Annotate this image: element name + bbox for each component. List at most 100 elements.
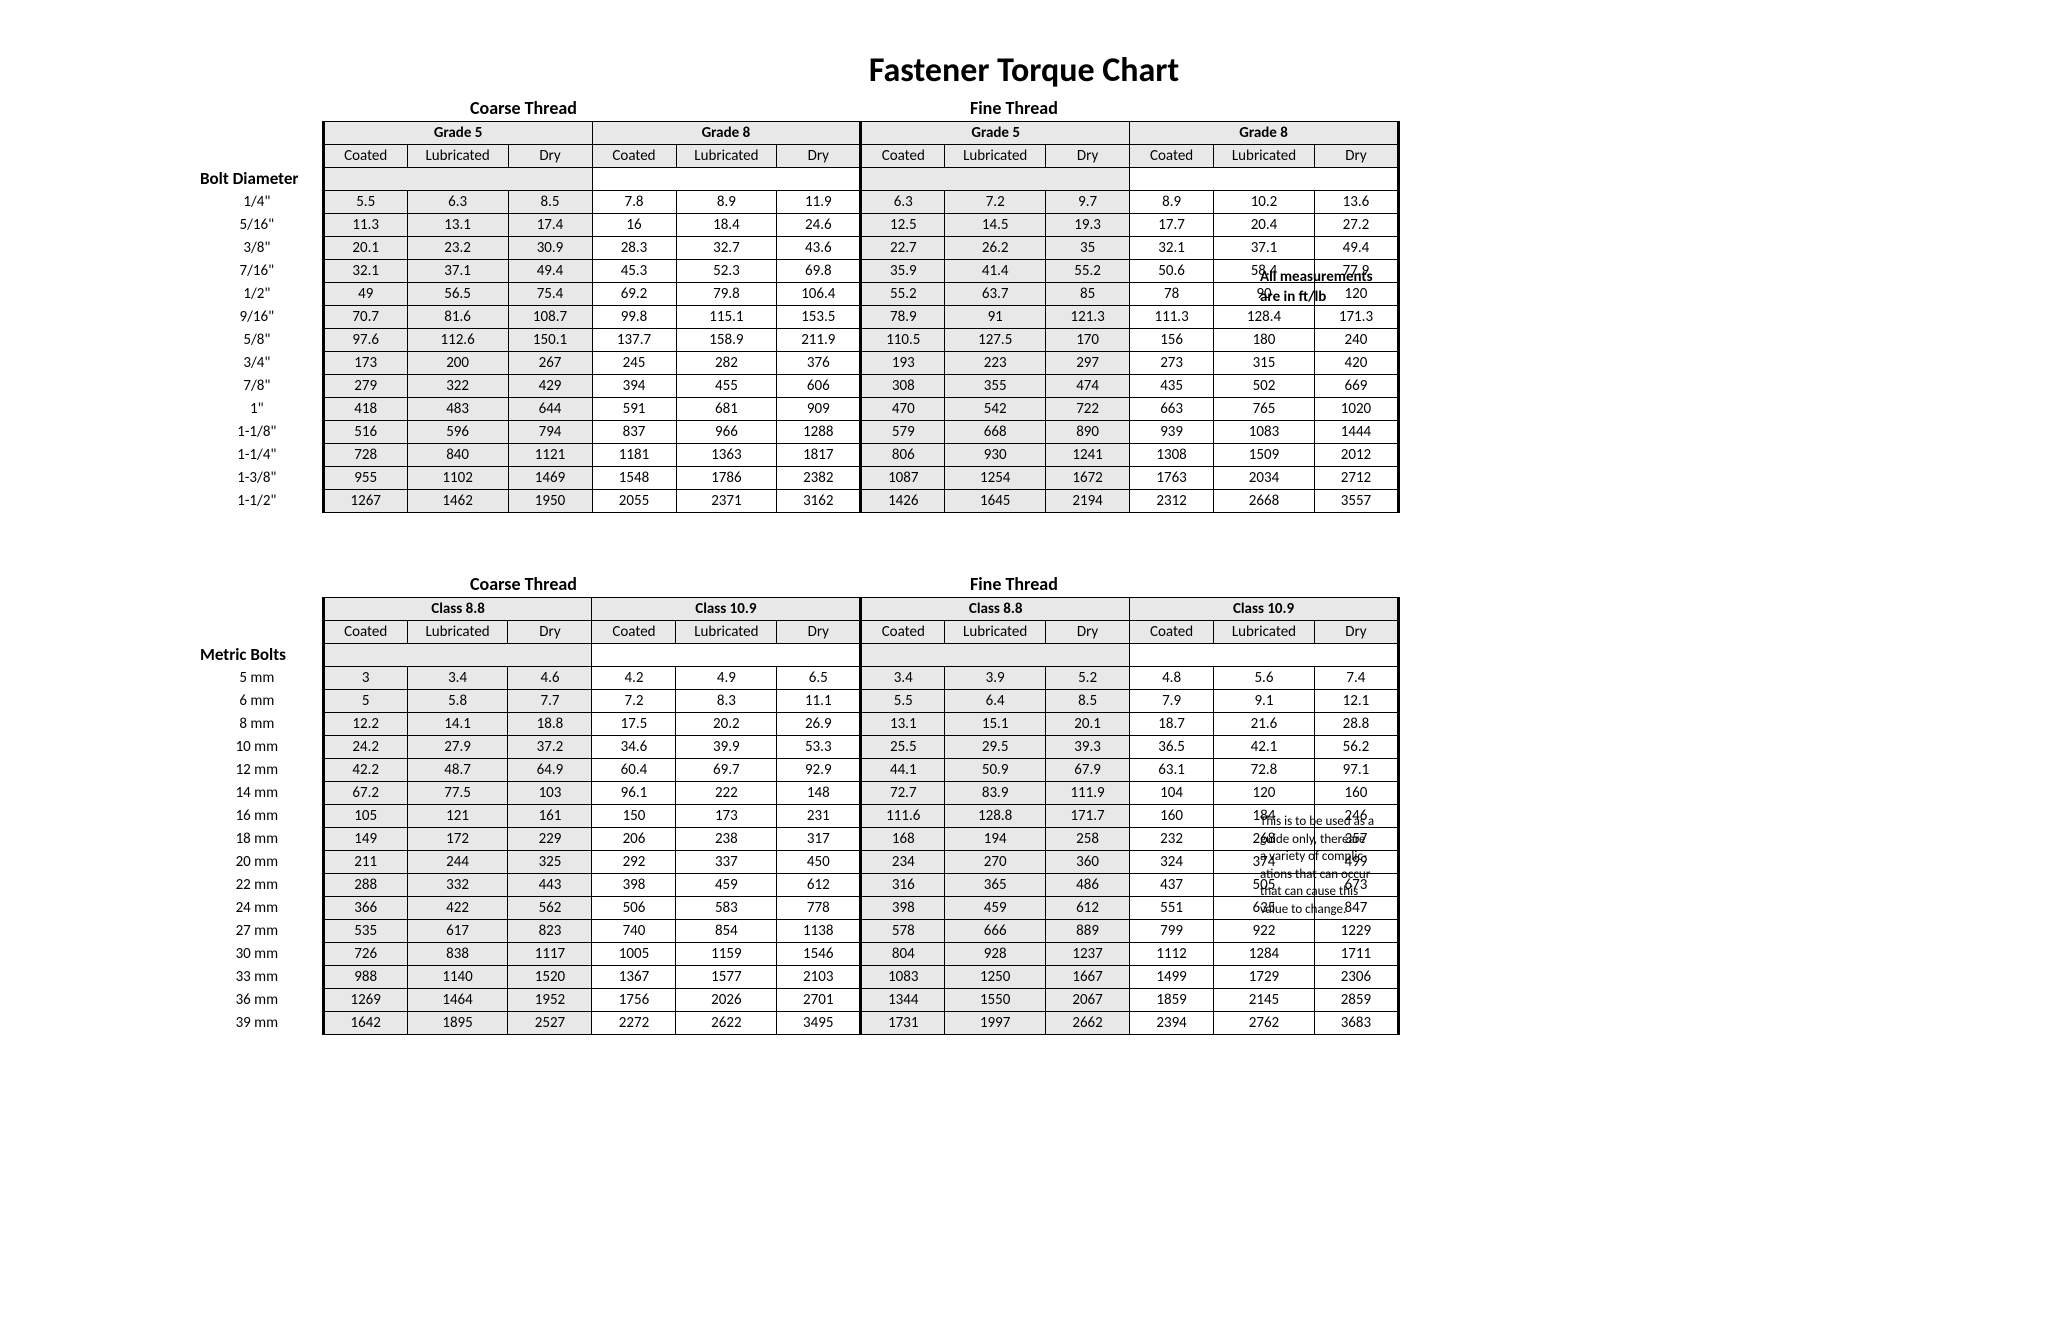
torque-cell: 322 xyxy=(407,375,508,398)
torque-cell: 955 xyxy=(323,467,407,490)
torque-cell: 42.1 xyxy=(1214,736,1315,759)
torque-cell: 7.2 xyxy=(592,690,676,713)
torque-cell: 1520 xyxy=(508,966,592,989)
torque-cell: 238 xyxy=(676,828,777,851)
torque-cell: 43.6 xyxy=(777,237,861,260)
diameter-label: 22 mm xyxy=(200,874,323,897)
disclaimer-line: that can cause this xyxy=(1260,883,1440,901)
torque-cell: 32.1 xyxy=(323,260,407,283)
torque-cell: 1140 xyxy=(407,966,508,989)
diameter-label: 7/16" xyxy=(200,260,323,283)
torque-cell: 34.6 xyxy=(592,736,676,759)
torque-cell: 2026 xyxy=(676,989,777,1012)
torque-cell: 909 xyxy=(777,398,861,421)
torque-cell: 1499 xyxy=(1130,966,1214,989)
torque-cell: 14.1 xyxy=(407,713,508,736)
diameter-label: 14 mm xyxy=(200,782,323,805)
diameter-label: 33 mm xyxy=(200,966,323,989)
torque-cell: 49.4 xyxy=(1314,237,1398,260)
torque-cell: 79.8 xyxy=(676,283,777,306)
torque-cell: 1426 xyxy=(861,490,945,513)
blank-cell xyxy=(200,621,323,644)
torque-cell: 18.8 xyxy=(508,713,592,736)
torque-cell: 2312 xyxy=(1130,490,1214,513)
diameter-label: 3/8" xyxy=(200,237,323,260)
torque-cell: 1087 xyxy=(861,467,945,490)
torque-cell: 840 xyxy=(407,444,508,467)
torque-cell: 282 xyxy=(676,352,777,375)
torque-cell: 7.4 xyxy=(1314,667,1398,690)
torque-cell: 376 xyxy=(777,352,861,375)
blank-cell xyxy=(200,122,323,145)
torque-cell: 55.2 xyxy=(861,283,945,306)
torque-cell: 5.5 xyxy=(323,191,407,214)
torque-cell: 121.3 xyxy=(1046,306,1130,329)
sub-header: Lubricated xyxy=(676,145,777,168)
torque-cell: 112.6 xyxy=(407,329,508,352)
torque-cell: 12.2 xyxy=(323,713,407,736)
torque-cell: 2668 xyxy=(1214,490,1315,513)
spacer-cell xyxy=(1130,644,1399,667)
torque-cell: 6.3 xyxy=(861,191,945,214)
torque-cell: 644 xyxy=(508,398,592,421)
page-title: Fastener Torque Chart xyxy=(20,50,2028,91)
torque-cell: 104 xyxy=(1130,782,1214,805)
torque-cell: 3.4 xyxy=(407,667,508,690)
thread-labels-imperial: Coarse Thread Fine Thread xyxy=(200,97,1400,121)
torque-cell: 443 xyxy=(508,874,592,897)
torque-cell: 48.7 xyxy=(407,759,508,782)
torque-cell: 11.9 xyxy=(777,191,861,214)
torque-cell: 7.9 xyxy=(1130,690,1214,713)
diameter-label: 1/2" xyxy=(200,283,323,306)
torque-cell: 2662 xyxy=(1046,1012,1130,1035)
torque-cell: 3 xyxy=(323,667,407,690)
torque-cell: 663 xyxy=(1130,398,1214,421)
torque-cell: 1237 xyxy=(1046,943,1130,966)
torque-cell: 22.7 xyxy=(861,237,945,260)
torque-cell: 32.1 xyxy=(1130,237,1214,260)
torque-cell: 324 xyxy=(1130,851,1214,874)
metric-table-wrap: Coarse Thread Fine Thread Class 8.8Class… xyxy=(200,573,1400,1035)
torque-cell: 55.2 xyxy=(1046,260,1130,283)
torque-cell: 455 xyxy=(676,375,777,398)
torque-cell: 1672 xyxy=(1046,467,1130,490)
torque-cell: 669 xyxy=(1314,375,1398,398)
torque-cell: 206 xyxy=(592,828,676,851)
torque-cell: 1250 xyxy=(945,966,1046,989)
diameter-label: 1-1/2" xyxy=(200,490,323,513)
torque-cell: 64.9 xyxy=(508,759,592,782)
spacer-cell xyxy=(323,644,592,667)
torque-cell: 8.9 xyxy=(676,191,777,214)
torque-cell: 422 xyxy=(407,897,508,920)
torque-cell: 1817 xyxy=(777,444,861,467)
torque-cell: 1462 xyxy=(407,490,508,513)
torque-cell: 1138 xyxy=(777,920,861,943)
torque-cell: 70.7 xyxy=(323,306,407,329)
torque-cell: 1950 xyxy=(508,490,592,513)
torque-cell: 10.2 xyxy=(1214,191,1315,214)
torque-cell: 50.9 xyxy=(945,759,1046,782)
torque-cell: 579 xyxy=(861,421,945,444)
diameter-label: 1-1/4" xyxy=(200,444,323,467)
torque-cell: 966 xyxy=(676,421,777,444)
sub-header: Coated xyxy=(323,621,407,644)
torque-cell: 106.4 xyxy=(777,283,861,306)
torque-cell: 1288 xyxy=(777,421,861,444)
torque-cell: 111.3 xyxy=(1130,306,1214,329)
torque-cell: 617 xyxy=(407,920,508,943)
fine-thread-label: Fine Thread xyxy=(970,97,1058,119)
torque-cell: 5.2 xyxy=(1046,667,1130,690)
torque-cell: 435 xyxy=(1130,375,1214,398)
torque-cell: 9.1 xyxy=(1214,690,1315,713)
units-note-line: All measurements xyxy=(1260,267,1430,287)
diameter-label: 5 mm xyxy=(200,667,323,690)
torque-cell: 837 xyxy=(592,421,676,444)
torque-cell: 19.3 xyxy=(1046,214,1130,237)
torque-cell: 20.1 xyxy=(323,237,407,260)
torque-cell: 332 xyxy=(407,874,508,897)
torque-cell: 127.5 xyxy=(945,329,1046,352)
torque-cell: 7.2 xyxy=(945,191,1046,214)
torque-cell: 5.6 xyxy=(1214,667,1315,690)
torque-cell: 49 xyxy=(323,283,407,306)
torque-cell: 9.7 xyxy=(1046,191,1130,214)
